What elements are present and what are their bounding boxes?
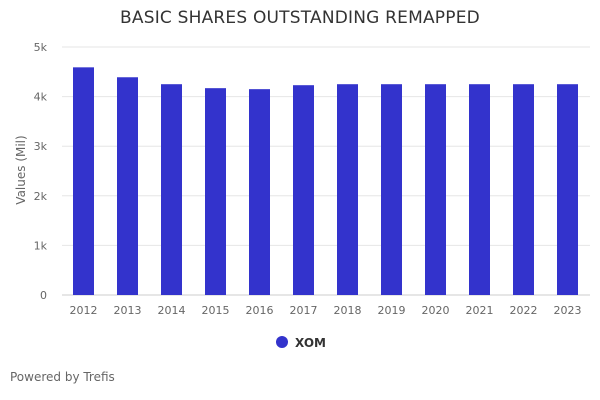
- x-axis-ticks: 2012 2013 2014 2015 2016 2017 2018 2019 2020 2021…: [70, 304, 582, 317]
- grid-lines: [62, 46, 590, 296]
- bar-2014[interactable]: [161, 84, 182, 295]
- y-axis-label: Values (Mil): [14, 135, 28, 204]
- y-tick-label: 2k: [34, 190, 48, 203]
- x-tick-label-2014: 2014: [158, 304, 186, 317]
- chart-title: BASIC SHARES OUTSTANDING REMAPPED: [120, 8, 480, 28]
- x-tick-label-2020: 2020: [422, 304, 450, 317]
- bar-2018[interactable]: [337, 84, 358, 295]
- y-tick-label: 1k: [34, 239, 48, 252]
- bar-2015[interactable]: [205, 88, 226, 295]
- x-tick-label-2022: 2022: [510, 304, 538, 317]
- bar-2021[interactable]: [469, 84, 490, 295]
- bar-2016[interactable]: [249, 89, 270, 295]
- x-tick-label-2015: 2015: [202, 304, 230, 317]
- x-tick-label-2021: 2021: [466, 304, 494, 317]
- x-tick-label-2013: 2013: [114, 304, 142, 317]
- bar-2013[interactable]: [117, 77, 138, 295]
- y-tick-label: 4k: [34, 91, 48, 104]
- y-tick-label: 5k: [34, 41, 48, 54]
- x-tick-label-2012: 2012: [70, 304, 98, 317]
- legend-marker-xom: [276, 336, 288, 348]
- bar-2023[interactable]: [557, 84, 578, 295]
- bar-2019[interactable]: [381, 84, 402, 295]
- y-tick-label: 3k: [34, 140, 48, 153]
- bars: [73, 67, 578, 295]
- x-tick-label-2019: 2019: [378, 304, 406, 317]
- y-axis-ticks: 0 1k 2k 3k 4k 5k: [34, 41, 48, 302]
- x-tick-label-2023: 2023: [554, 304, 582, 317]
- bar-2017[interactable]: [293, 85, 314, 295]
- bar-2020[interactable]: [425, 84, 446, 295]
- powered-by-credit: Powered by Trefis: [10, 370, 115, 384]
- bar-2012[interactable]: [73, 67, 94, 295]
- y-tick-label: 0: [40, 289, 47, 302]
- legend[interactable]: XOM: [276, 336, 326, 350]
- x-tick-label-2016: 2016: [246, 304, 274, 317]
- x-tick-label-2017: 2017: [290, 304, 318, 317]
- x-tick-label-2018: 2018: [334, 304, 362, 317]
- legend-label-xom: XOM: [295, 336, 326, 350]
- bar-2022[interactable]: [513, 84, 534, 295]
